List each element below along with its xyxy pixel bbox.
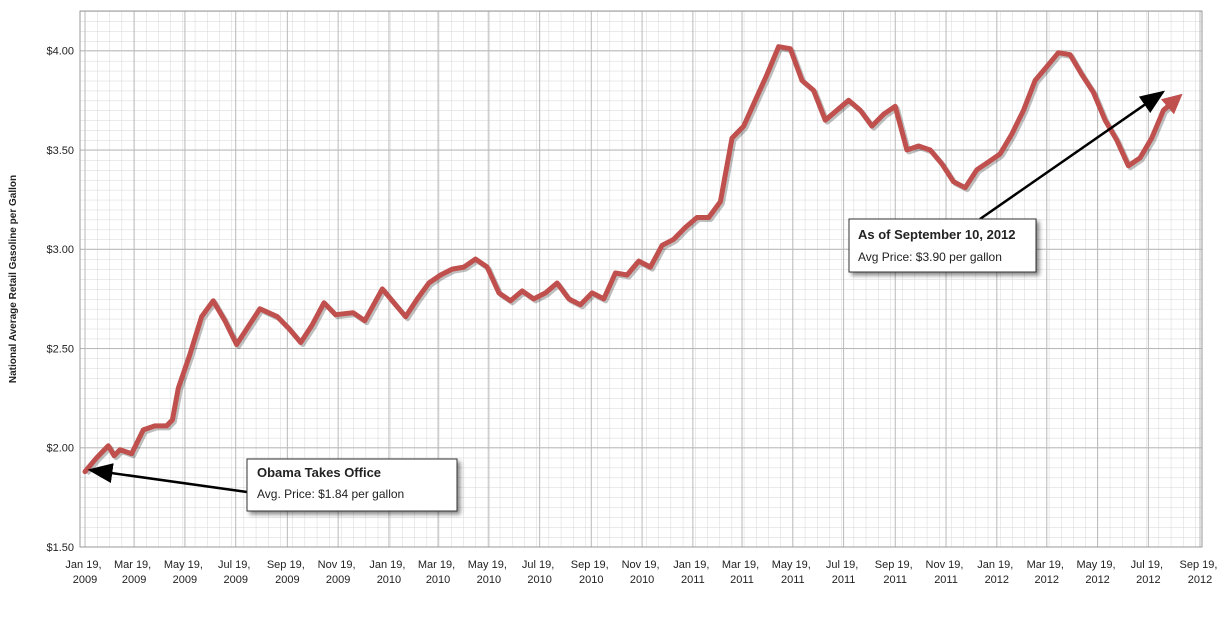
x-tick-label: May 19, 2011 [772, 559, 814, 586]
series [82, 44, 1183, 476]
x-tick-label: Nov 19, 2011 [926, 559, 967, 586]
grid: $1.50 $2.00 $2.50 $3.00 $3.50 $4.00 Jan 19, 20… [46, 10, 1221, 586]
x-tick-label: Mar 19, 2009 [114, 559, 154, 586]
x-tick-label: Jul 19, 2010 [522, 559, 557, 586]
x-tick-label: May 19, 2010 [468, 559, 510, 586]
plot-border [79, 10, 1203, 548]
x-tick-label: Nov 19, 2010 [622, 559, 663, 586]
arrow [979, 90, 1166, 221]
x-tick-label: Mar 19, 2011 [722, 559, 762, 586]
annotation-box [246, 458, 458, 512]
x-tick-label: Sep 19, 2011 [875, 559, 916, 586]
y-tick-label: $4.00 [46, 46, 74, 58]
x-tick-label: May 19, 2012 [1076, 559, 1118, 586]
x-tick-label: Mar 19, 2010 [418, 559, 458, 586]
annotation-title: Obama Takes Office [257, 465, 381, 480]
x-tick-label: Sep 19, 2012 [1180, 559, 1221, 586]
x-tick-label: Jul 19, 2011 [826, 559, 861, 586]
x-tick-label: Jan 19, 2009 [65, 559, 104, 586]
y-tick-label: $3.00 [46, 244, 74, 256]
x-tick-label: Sep 19, 2010 [571, 559, 612, 586]
x-tick-label: Mar 19, 2012 [1027, 559, 1067, 586]
x-tick-label: Nov 19, 2009 [318, 559, 359, 586]
line-shadow [85, 46, 1179, 476]
x-tick-label: May 19, 2009 [164, 559, 206, 586]
y-tick-label: $3.50 [46, 145, 74, 157]
y-axis-label: National Average Retail Gasoline per Gal… [8, 175, 19, 383]
annotation-title: As of September 10, 2012 [858, 227, 1016, 242]
annotation-text: Avg Price: $3.90 per gallon [858, 250, 1002, 264]
arrow [87, 463, 248, 494]
line [82, 44, 1183, 475]
x-tick-label: Sep 19, 2009 [267, 559, 308, 586]
annotation-box [848, 218, 1037, 273]
x-tick-label: Jan 19, 2012 [977, 559, 1016, 586]
annotation-text: Avg. Price: $1.84 per gallon [257, 487, 404, 501]
x-tick-label: Jan 19, 2010 [369, 559, 408, 586]
x-tick-label: Jul 19, 2009 [218, 559, 253, 586]
x-tick-label: Jan 19, 2011 [673, 559, 712, 586]
y-tick-label: $2.50 [46, 343, 74, 355]
y-tick-label: $1.50 [46, 542, 74, 554]
y-tick-label: $2.00 [46, 443, 74, 455]
plot-area [80, 11, 1202, 547]
x-tick-label: Jul 19, 2012 [1131, 559, 1166, 586]
